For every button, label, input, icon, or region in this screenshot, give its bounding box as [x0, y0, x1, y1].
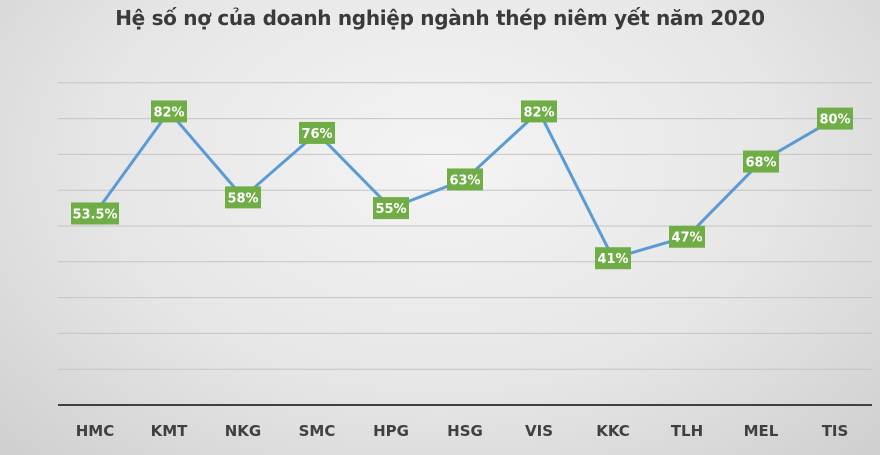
data-labels: 53.5% 82% 58% 76% 55% 63% 82% 41% 47% 68% 80% [71, 100, 853, 270]
x-axis-label: SMC [299, 422, 336, 440]
svg-text:58%: 58% [227, 191, 258, 206]
data-label: 80% [817, 107, 853, 130]
x-axis-label: KKC [596, 422, 630, 440]
x-axis-label: HMC [76, 422, 115, 440]
x-axis-label: MEL [744, 422, 779, 440]
svg-text:47%: 47% [671, 231, 702, 246]
data-label: 82% [521, 100, 557, 123]
svg-text:82%: 82% [153, 105, 184, 120]
svg-text:41%: 41% [597, 252, 628, 267]
data-label: 82% [151, 100, 187, 123]
x-axis-label: VIS [525, 422, 553, 440]
x-axis-label: TIS [822, 422, 849, 440]
svg-text:55%: 55% [375, 202, 406, 217]
data-label: 68% [743, 150, 779, 173]
chart-title: Hệ số nợ của doanh nghiệp ngành thép niê… [115, 6, 765, 30]
data-label: 76% [299, 121, 335, 144]
svg-text:80%: 80% [819, 113, 850, 128]
svg-text:76%: 76% [301, 127, 332, 142]
data-label: 41% [595, 247, 631, 270]
data-label: 47% [669, 225, 705, 248]
data-label: 58% [225, 186, 261, 209]
x-axis-label: KMT [151, 422, 189, 440]
svg-text:63%: 63% [449, 173, 480, 188]
data-label: 63% [447, 168, 483, 191]
x-axis-label: HSG [447, 422, 483, 440]
x-axis-label: NKG [225, 422, 262, 440]
svg-text:82%: 82% [523, 105, 554, 120]
data-label: 53.5% [71, 202, 119, 225]
svg-text:68%: 68% [745, 156, 776, 171]
x-axis-labels: HMC KMT NKG SMC HPG HSG VIS KKC TLH MEL TIS [76, 422, 849, 440]
svg-text:53.5%: 53.5% [72, 207, 117, 222]
data-label: 55% [373, 197, 409, 220]
x-axis-label: HPG [373, 422, 409, 440]
x-axis-label: TLH [671, 422, 703, 440]
